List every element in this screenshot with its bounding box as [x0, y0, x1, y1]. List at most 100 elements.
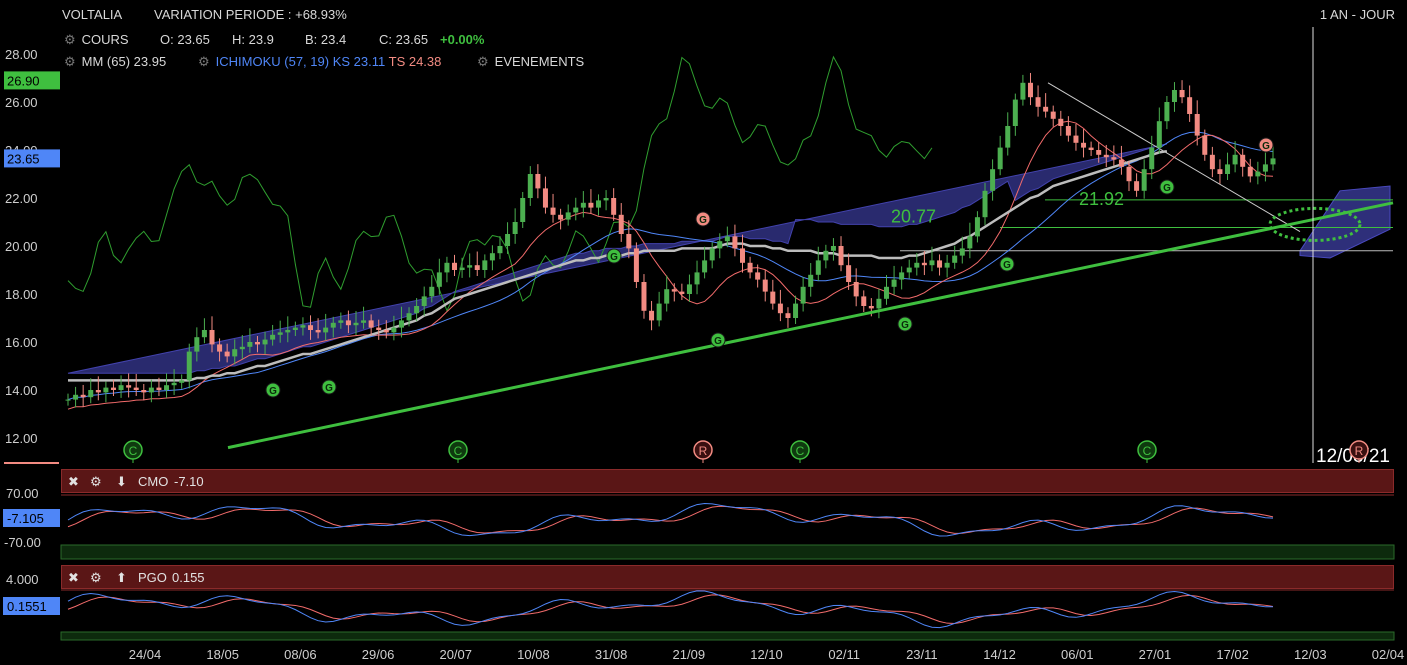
candle-body — [626, 234, 632, 249]
candle-body — [883, 286, 889, 299]
candle-body — [1141, 169, 1147, 191]
candle-body — [808, 274, 814, 287]
candle-body — [611, 198, 617, 215]
candle-body — [1217, 169, 1223, 174]
pgo-value: 0.155 — [172, 570, 205, 585]
candle-body — [186, 351, 192, 381]
candle-body — [876, 298, 882, 309]
ts-label: TS 24.38 — [388, 54, 442, 69]
candle-body — [755, 272, 761, 280]
cours-label: COURS — [81, 32, 129, 47]
period-selector[interactable]: 1 AN - JOUR — [1319, 7, 1395, 22]
gear-icon[interactable]: ⚙ — [64, 54, 76, 69]
candle-body — [535, 174, 541, 189]
cmo-pane-header: ✖ ⚙ ⬇ CMO -7.10 — [61, 469, 1394, 493]
candle-body — [929, 260, 935, 266]
x-tick-label: 12/03 — [1294, 647, 1327, 662]
event-marker — [1349, 440, 1369, 460]
candle-body — [201, 330, 207, 338]
events-label: EVENEMENTS — [494, 54, 585, 69]
x-tick-label: 14/12 — [983, 647, 1016, 662]
y-tick-label: 22.00 — [5, 191, 38, 206]
candle-body — [580, 202, 586, 208]
signal-marker-label: G — [1163, 183, 1171, 194]
gear-icon[interactable]: ⚙ — [477, 54, 489, 69]
x-tick-label: 12/10 — [750, 647, 783, 662]
signal-marker-label: G — [699, 215, 707, 226]
candle-body — [95, 390, 101, 393]
close-icon[interactable]: ✖ — [68, 570, 79, 585]
candle-body — [974, 217, 980, 237]
candle-body — [277, 332, 283, 335]
event-marker — [693, 440, 713, 460]
candle-body — [1103, 154, 1109, 158]
candle-body — [308, 325, 314, 330]
price-tag-label: 26.90 — [7, 73, 40, 88]
candle-body — [717, 241, 723, 249]
candle-body — [770, 291, 776, 304]
candle-body — [254, 342, 260, 345]
candle-body — [868, 306, 874, 309]
candle-body — [1194, 114, 1200, 136]
candle-body — [497, 246, 503, 254]
candle-body — [338, 320, 344, 323]
cmo-value-tag-label: -7.105 — [7, 511, 44, 526]
candle-body — [633, 248, 639, 282]
close-icon[interactable]: ✖ — [68, 474, 79, 489]
signal-marker — [1258, 137, 1274, 153]
arrow-down-icon[interactable]: ⬇ — [116, 474, 127, 489]
candle-body — [1232, 154, 1238, 165]
candle-body — [323, 327, 329, 333]
signal-marker-label: G — [269, 386, 277, 397]
candle-body — [345, 320, 351, 326]
arrow-up-icon[interactable]: ⬆ — [116, 570, 127, 585]
y-tick-label: 12.00 — [5, 431, 38, 446]
candle-body — [406, 313, 412, 321]
ks-label: KS 23.11 — [332, 54, 386, 69]
candle-body — [1111, 157, 1117, 160]
cmo-tick: 70.00 — [6, 486, 39, 501]
candle-body — [982, 190, 988, 218]
x-tick-label: 02/04 — [1372, 647, 1405, 662]
candle-body — [1027, 82, 1033, 98]
candle-body — [247, 342, 253, 347]
candle-body — [1081, 142, 1087, 148]
candle-body — [1270, 158, 1276, 165]
candle-body — [156, 387, 162, 390]
candle-body — [467, 265, 473, 268]
candle-body — [588, 202, 594, 208]
candle-body — [239, 346, 245, 350]
signal-marker — [321, 379, 337, 395]
candle-body — [232, 349, 238, 357]
candle-body — [80, 394, 86, 398]
gear-icon[interactable]: ⚙ — [90, 570, 102, 585]
x-tick-label: 20/07 — [439, 647, 472, 662]
candle-body — [997, 147, 1003, 170]
event-marker — [1137, 440, 1157, 460]
candle-body — [292, 327, 298, 330]
candle-body — [830, 246, 836, 251]
candle-body — [368, 320, 374, 328]
candle-body — [391, 327, 397, 333]
candle-body — [747, 262, 753, 273]
candle-body — [1156, 121, 1162, 148]
candle-body — [785, 313, 791, 318]
candle-body — [421, 296, 427, 306]
candle-body — [558, 214, 564, 220]
gear-icon[interactable]: ⚙ — [90, 474, 102, 489]
candle-body — [709, 248, 715, 261]
candle-body — [1240, 154, 1246, 167]
candle-body — [618, 214, 624, 234]
candle-body — [1202, 135, 1208, 155]
candle-body — [1149, 147, 1155, 170]
candle-body — [921, 262, 927, 266]
pgo-value-tag-label: 0.1551 — [7, 599, 47, 614]
candle-body — [671, 289, 677, 292]
candle-body — [505, 234, 511, 246]
gear-icon[interactable]: ⚙ — [64, 32, 76, 47]
candle-body — [823, 250, 829, 261]
y-tick-label: 16.00 — [5, 335, 38, 350]
x-tick-label: 23/11 — [906, 647, 938, 662]
gear-icon[interactable]: ⚙ — [198, 54, 210, 69]
